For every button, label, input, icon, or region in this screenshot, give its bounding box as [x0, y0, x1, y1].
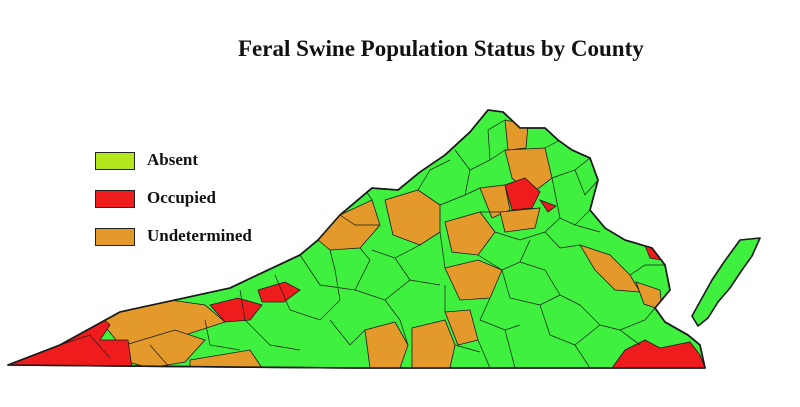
county-region-occupied [209, 297, 263, 323]
legend-swatch-occupied [95, 190, 135, 208]
county-region-undetermined [504, 147, 553, 196]
county-region-undetermined [479, 184, 511, 219]
county-regions [8, 119, 705, 368]
virginia-outline [7, 109, 706, 369]
legend-swatch-undetermined [95, 228, 135, 246]
county-region-undetermined [189, 349, 263, 368]
county-region-occupied [538, 199, 557, 213]
county-boundaries [59, 119, 665, 368]
map-title: Feral Swine Population Status by County [238, 36, 644, 61]
legend-label-occupied: Occupied [147, 188, 216, 207]
legend-label-absent: Absent [147, 150, 199, 169]
county-region-occupied [257, 281, 301, 303]
eastern-shore-peninsula [691, 237, 761, 327]
county-region-undetermined [364, 321, 409, 368]
county-region-undetermined [411, 319, 456, 368]
legend-label-undetermined: Undetermined [147, 226, 252, 245]
county-region-undetermined [444, 211, 496, 256]
county-region-undetermined [499, 207, 541, 233]
county-region-undetermined [444, 259, 503, 301]
legend-swatch-absent [95, 152, 135, 170]
county-region-occupied [504, 177, 541, 211]
